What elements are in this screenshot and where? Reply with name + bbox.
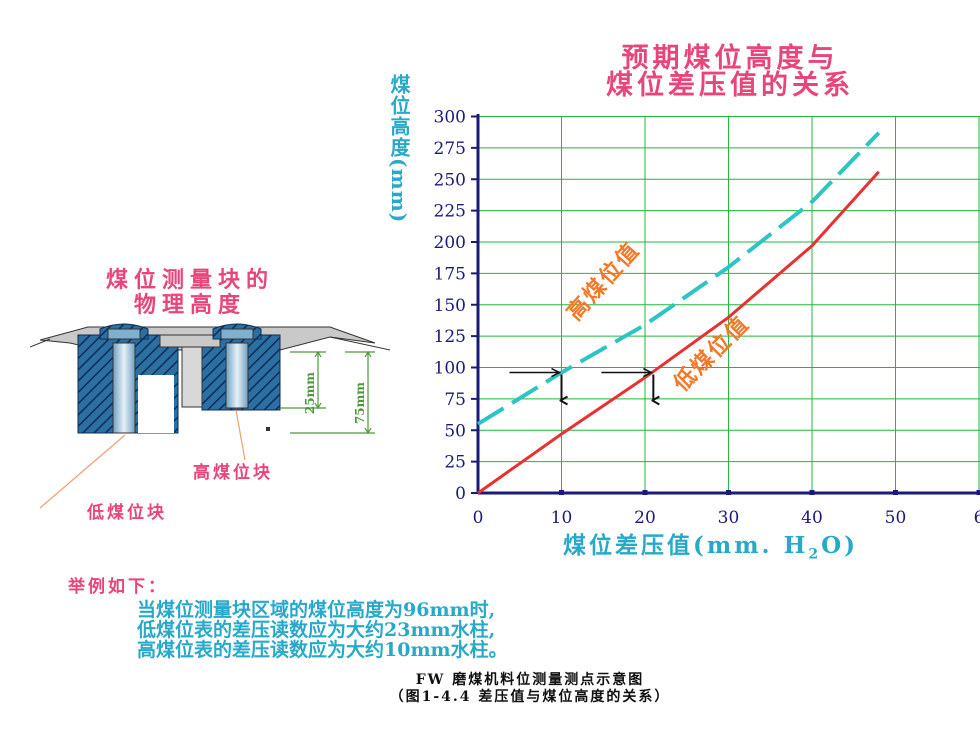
- y-tick-label: 100: [434, 359, 466, 379]
- y-tick-label: 25: [444, 453, 466, 473]
- y-tick-label: 125: [434, 327, 466, 347]
- example-line-2: 低煤位表的差压读数应为大约23mm水柱,: [137, 619, 496, 641]
- y-tick-label: 275: [434, 139, 466, 159]
- y-tick-label: 75: [444, 390, 466, 410]
- dim-25mm: 25mm: [303, 372, 317, 415]
- low-level-series: [477, 170, 880, 495]
- x-tick-label: 6: [974, 508, 980, 528]
- x-axis-label: 煤位差压值(mm. H2O): [563, 532, 858, 563]
- example-line-1: 当煤位测量块区域的煤位高度为96mm时,: [137, 599, 496, 621]
- y-tick-label: 0: [455, 484, 466, 504]
- example-text: 当煤位测量块区域的煤位高度为96mm时, 低煤位表的差压读数应为大约23mm水柱…: [137, 600, 508, 660]
- high-level-series: [476, 131, 881, 426]
- x-tick-label: 0: [473, 508, 484, 528]
- x-tick-label: 10: [551, 508, 573, 528]
- y-tick-label: 150: [434, 296, 466, 316]
- caption-line-2: （图1-4.4 差压值与煤位高度的关系）: [389, 689, 671, 705]
- y-axis-label: 煤位高度(mm): [387, 74, 411, 224]
- high-level-tube: [225, 342, 249, 409]
- x-tick-label: 30: [718, 508, 740, 528]
- dim-75mm: 75mm: [353, 382, 367, 425]
- low-level-tube: [112, 342, 136, 434]
- chart-title: 预期煤位高度与 煤位差压值的关系: [520, 45, 940, 99]
- y-tick-label: 50: [444, 421, 466, 441]
- example-heading: 举例如下：: [68, 577, 168, 597]
- chart-title-line2: 煤位差压值的关系: [606, 70, 854, 101]
- y-tick-label: 175: [434, 264, 466, 284]
- x-tick-label: 20: [634, 508, 656, 528]
- chart-title-line1: 预期煤位高度与: [621, 43, 839, 74]
- measurement-block-diagram: [30, 323, 390, 509]
- label-low-block: 低煤位块: [87, 503, 167, 523]
- left-figure-title: 煤位测量块的 物理高度: [40, 268, 340, 318]
- y-tick-label: 200: [434, 233, 466, 253]
- label-high-block: 高煤位块: [193, 463, 273, 483]
- y-tick-label: 300: [434, 108, 466, 128]
- caption-line-1: FW 磨煤机料位测量测点示意图: [415, 672, 645, 688]
- left-title-line1: 煤位测量块的: [105, 267, 274, 293]
- x-tick-label: 40: [801, 508, 823, 528]
- x-tick-label: 50: [885, 508, 907, 528]
- y-tick-label: 225: [434, 202, 466, 222]
- y-tick-label: 250: [434, 170, 466, 190]
- example-line-3: 高煤位表的差压读数应为大约10mm水柱。: [137, 639, 508, 661]
- left-title-line2: 物理高度: [133, 292, 246, 318]
- figure-caption: FW 磨煤机料位测量测点示意图 （图1-4.4 差压值与煤位高度的关系）: [290, 672, 770, 706]
